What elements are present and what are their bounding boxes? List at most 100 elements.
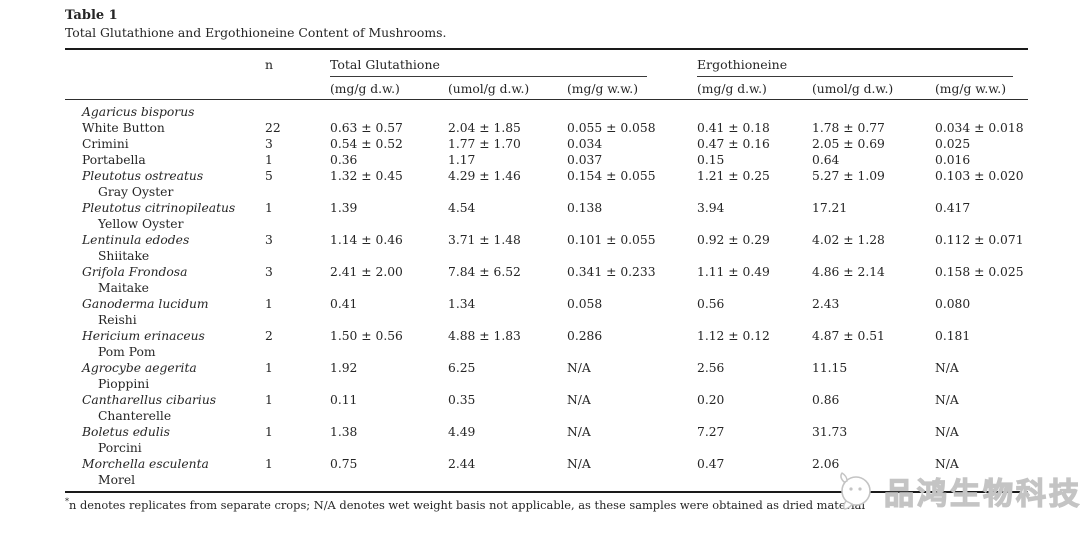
cell-e-mg-ww: 0.112 ± 0.071 bbox=[935, 233, 1024, 247]
cell-e-mg-ww bbox=[935, 312, 1028, 328]
cell-e-mg-ww: N/A bbox=[935, 457, 959, 471]
row-name: Maitake bbox=[98, 281, 149, 295]
cell-n: 1 bbox=[265, 425, 273, 439]
cell-tg-mg-dw bbox=[330, 184, 448, 200]
cell-e-umol-dw bbox=[812, 216, 935, 232]
cell-e-umol-dw bbox=[812, 344, 935, 360]
cell-e-mg-dw: 0.20 bbox=[697, 393, 725, 407]
cell-tg-umol-dw bbox=[448, 344, 567, 360]
cell-tg-mg-dw bbox=[330, 344, 448, 360]
cell-tg-umol-dw bbox=[448, 440, 567, 456]
cell-tg-mg-dw: 1.39 bbox=[330, 201, 358, 215]
row-name: Gray Oyster bbox=[98, 185, 174, 199]
cell-e-mg-ww bbox=[935, 344, 1028, 360]
cell-tg-umol-dw bbox=[448, 104, 567, 120]
cell-e-mg-dw: 2.56 bbox=[697, 361, 725, 375]
row-name: Grifola Frondosa bbox=[82, 265, 188, 279]
row-name: Crimini bbox=[82, 137, 129, 151]
cell-e-umol-dw bbox=[812, 104, 935, 120]
cell-n: 1 bbox=[265, 393, 273, 407]
cell-n bbox=[265, 344, 330, 360]
table-row: Boletus edulis 1 1.38 4.49 N/A 7.27 31.7… bbox=[65, 424, 1028, 440]
header-spacer bbox=[65, 50, 265, 77]
cell-tg-mg-dw bbox=[330, 104, 448, 120]
unit-tg-mg-ww: (mg/g w.w.) bbox=[567, 82, 639, 96]
cell-e-mg-ww: 0.016 bbox=[935, 153, 971, 167]
cell-tg-mg-dw: 0.54 ± 0.52 bbox=[330, 137, 403, 151]
table-title: Total Glutathione and Ergothioneine Cont… bbox=[65, 25, 447, 40]
cell-tg-mg-ww bbox=[567, 312, 697, 328]
cell-e-umol-dw bbox=[812, 184, 935, 200]
cell-e-umol-dw: 17.21 bbox=[812, 201, 848, 215]
cell-e-mg-ww: 0.417 bbox=[935, 201, 971, 215]
table-row: Reishi bbox=[65, 312, 1028, 328]
cell-e-mg-dw bbox=[697, 280, 812, 296]
cell-e-umol-dw: 11.15 bbox=[812, 361, 848, 375]
row-name: Pleutotus citrinopileatus bbox=[82, 201, 236, 215]
watermark-text: 品鸿生物科技 bbox=[883, 476, 1080, 512]
cell-tg-umol-dw: 4.54 bbox=[448, 201, 476, 215]
cell-e-mg-dw bbox=[697, 408, 812, 424]
cell-tg-umol-dw: 4.29 ± 1.46 bbox=[448, 169, 521, 183]
table-row: Pom Pom bbox=[65, 344, 1028, 360]
cell-n bbox=[265, 440, 330, 456]
cell-e-umol-dw bbox=[812, 312, 935, 328]
cell-e-umol-dw: 0.64 bbox=[812, 153, 840, 167]
cell-tg-umol-dw: 1.34 bbox=[448, 297, 476, 311]
table-footnote: *n denotes replicates from separate crop… bbox=[65, 498, 1028, 513]
cell-tg-mg-ww bbox=[567, 344, 697, 360]
cell-e-mg-dw bbox=[697, 472, 812, 488]
footnote-text: n denotes replicates from separate crops… bbox=[69, 498, 866, 512]
cell-e-mg-ww bbox=[935, 280, 1028, 296]
cell-e-mg-dw bbox=[697, 344, 812, 360]
cell-n: 1 bbox=[265, 201, 273, 215]
unit-e-mg-dw: (mg/g d.w.) bbox=[697, 82, 767, 96]
row-name: Boletus edulis bbox=[82, 425, 170, 439]
cell-tg-mg-dw bbox=[330, 216, 448, 232]
cell-e-mg-ww bbox=[935, 216, 1028, 232]
row-name: Yellow Oyster bbox=[98, 217, 184, 231]
cell-tg-mg-dw bbox=[330, 376, 448, 392]
row-name: Agaricus bisporus bbox=[82, 105, 195, 119]
table-top-rule bbox=[65, 48, 1028, 50]
cell-tg-umol-dw: 6.25 bbox=[448, 361, 476, 375]
cell-tg-mg-dw: 1.32 ± 0.45 bbox=[330, 169, 403, 183]
cell-e-umol-dw bbox=[812, 376, 935, 392]
cell-tg-mg-dw: 1.92 bbox=[330, 361, 358, 375]
table-row: Morchella esculenta 1 0.75 2.44 N/A 0.47… bbox=[65, 456, 1028, 472]
cell-e-mg-ww bbox=[935, 184, 1028, 200]
cell-tg-mg-ww: N/A bbox=[567, 457, 591, 471]
cell-e-umol-dw: 4.87 ± 0.51 bbox=[812, 329, 885, 343]
footnote-marker: * bbox=[65, 497, 69, 507]
cell-e-mg-dw: 3.94 bbox=[697, 201, 725, 215]
cell-tg-umol-dw bbox=[448, 216, 567, 232]
row-name: Agrocybe aegerita bbox=[82, 361, 197, 375]
cell-tg-mg-dw bbox=[330, 472, 448, 488]
cell-e-mg-ww: 0.181 bbox=[935, 329, 971, 343]
table-row: Lentinula edodes 3 1.14 ± 0.46 3.71 ± 1.… bbox=[65, 232, 1028, 248]
cell-tg-umol-dw: 1.77 ± 1.70 bbox=[448, 137, 521, 151]
cell-e-mg-dw: 0.47 bbox=[697, 457, 725, 471]
cell-e-umol-dw: 1.78 ± 0.77 bbox=[812, 121, 885, 135]
cell-n bbox=[265, 216, 330, 232]
cell-tg-mg-ww bbox=[567, 376, 697, 392]
cell-e-mg-ww bbox=[935, 248, 1028, 264]
cell-tg-mg-dw bbox=[330, 248, 448, 264]
table-row: Porcini bbox=[65, 440, 1028, 456]
table-row: Agaricus bisporus bbox=[65, 104, 1028, 120]
cell-tg-umol-dw bbox=[448, 248, 567, 264]
cell-e-umol-dw: 4.86 ± 2.14 bbox=[812, 265, 885, 279]
cell-tg-mg-ww: 0.055 ± 0.058 bbox=[567, 121, 656, 135]
cell-tg-mg-ww bbox=[567, 408, 697, 424]
cell-tg-umol-dw bbox=[448, 280, 567, 296]
cell-n: 5 bbox=[265, 169, 273, 183]
cell-tg-mg-ww bbox=[567, 440, 697, 456]
cell-e-mg-ww: N/A bbox=[935, 361, 959, 375]
row-name: Cantharellus cibarius bbox=[82, 393, 217, 407]
table-row: Ganoderma lucidum 1 0.41 1.34 0.058 0.56… bbox=[65, 296, 1028, 312]
cell-n: 22 bbox=[265, 121, 281, 135]
watermark: 品鸿生物科技 bbox=[832, 468, 1080, 514]
row-name: Morchella esculenta bbox=[82, 457, 209, 471]
cell-n bbox=[265, 104, 330, 120]
paper-table-block: Table 1 Total Glutathione and Ergothione… bbox=[65, 8, 1028, 513]
